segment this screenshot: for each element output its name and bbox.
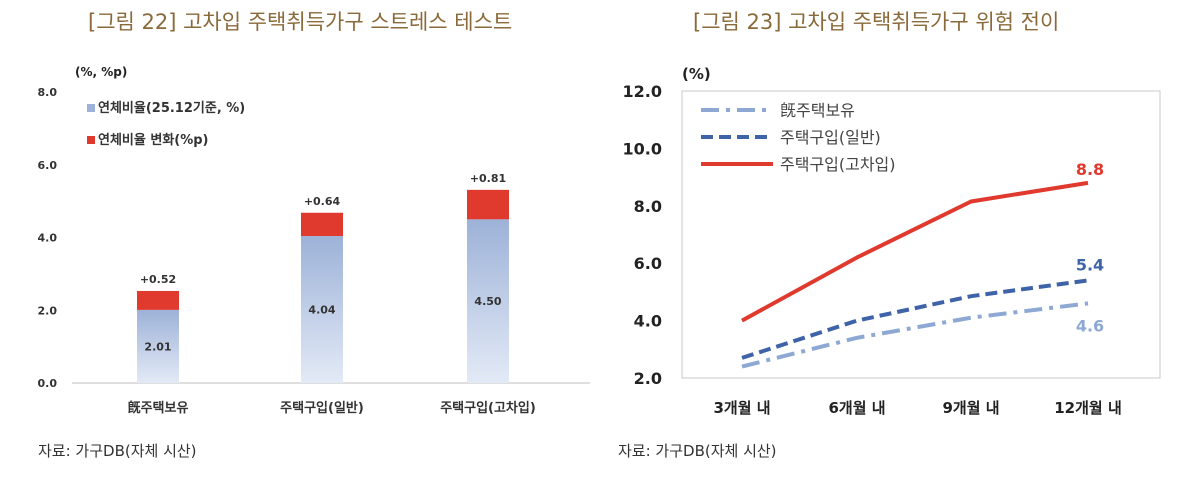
right-x-tick-label: 9개월 내 xyxy=(942,399,999,417)
left-bar-base-label: 4.50 xyxy=(474,295,501,308)
right-y-tick-label: 4.0 xyxy=(634,312,662,331)
right-series-line xyxy=(741,278,1089,360)
right-legend-label: 주택구입(일반) xyxy=(780,128,881,147)
right-plot-frame xyxy=(681,90,1161,379)
right-source-note: 자료: 가구DB(자체 시산) xyxy=(618,442,777,460)
left-bar-change xyxy=(301,212,343,237)
right-series-end-label: 5.4 xyxy=(1076,255,1104,274)
right-unit-label: (%) xyxy=(682,65,711,83)
right-chart-title: [그림 23] 고차입 주택취득가구 위험 전이 xyxy=(693,10,1060,34)
right-legend-label: 旣주택보유 xyxy=(780,101,855,120)
right-series-end-label: 4.6 xyxy=(1076,316,1104,335)
left-bar-change-label: +0.52 xyxy=(140,273,176,286)
left-bar-base xyxy=(467,219,509,383)
right-x-tick-label: 6개월 내 xyxy=(828,399,885,417)
left-y-tick-label: 2.0 xyxy=(38,304,58,317)
left-chart-title: [그림 22] 고차입 주택취득가구 스트레스 테스트 xyxy=(88,10,513,34)
right-series-end-label: 8.8 xyxy=(1076,160,1104,179)
left-legend-swatch xyxy=(87,136,95,144)
left-bar-change-label: +0.81 xyxy=(470,172,506,185)
right-y-tick-label: 6.0 xyxy=(634,254,662,273)
right-x-tick-label: 3개월 내 xyxy=(713,399,770,417)
right-y-tick-label: 12.0 xyxy=(623,82,662,101)
right-legend-label: 주택구입(고차입) xyxy=(780,155,896,174)
left-bar-chart: (%, %p) 0.0 2.0 4.0 6.0 8.0 2.01 +0.52 旣주택보유 4.… xyxy=(38,65,590,416)
left-bar-change xyxy=(137,290,179,310)
right-y-tick-label: 8.0 xyxy=(634,197,662,216)
left-x-tick-label: 주택구입(일반) xyxy=(280,400,364,416)
left-legend-swatch xyxy=(87,104,95,112)
right-y-tick-label: 10.0 xyxy=(623,139,662,158)
left-y-tick-label: 6.0 xyxy=(38,159,58,172)
left-y-tick-label: 4.0 xyxy=(38,232,58,245)
right-x-tick-label: 12개월 내 xyxy=(1054,399,1122,417)
left-legend-label: 연체비율 변화(%p) xyxy=(98,132,209,148)
left-bar-base xyxy=(137,309,179,383)
right-line-chart: (%) 2.0 4.0 6.0 8.0 10.0 12.0 3개월 내 6개월 내 9개월 내 1… xyxy=(623,65,1161,417)
left-source-note: 자료: 가구DB(자체 시산) xyxy=(38,442,197,460)
left-y-tick-label: 8.0 xyxy=(38,86,58,99)
left-y-tick-label: 0.0 xyxy=(38,377,58,390)
right-y-tick-label: 2.0 xyxy=(634,369,662,388)
left-bar-base-label: 2.01 xyxy=(144,340,171,353)
left-bar-base xyxy=(301,236,343,383)
left-x-tick-label: 旣주택보유 xyxy=(128,400,189,416)
left-bar-base-label: 4.04 xyxy=(308,304,335,317)
left-legend-label: 연체비율(25.12기준, %) xyxy=(98,100,245,116)
left-x-tick-label: 주택구입(고차입) xyxy=(440,400,536,416)
left-unit-label: (%, %p) xyxy=(75,65,127,79)
left-bar-change-label: +0.64 xyxy=(304,195,341,208)
right-series-line xyxy=(741,180,1089,323)
left-bar-change xyxy=(467,189,509,220)
right-series-line xyxy=(741,301,1089,369)
